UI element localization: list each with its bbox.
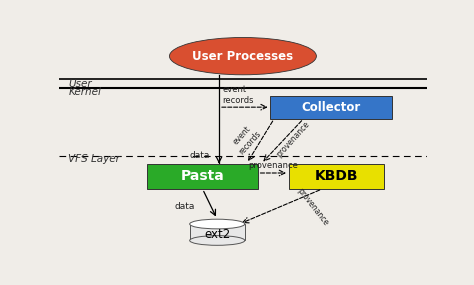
Ellipse shape — [169, 38, 317, 75]
Text: User Processes: User Processes — [192, 50, 293, 63]
Text: VFS Layer: VFS Layer — [68, 154, 120, 164]
Text: Pasta: Pasta — [181, 169, 224, 183]
Text: event
records: event records — [223, 85, 254, 105]
Bar — [147, 164, 258, 189]
Text: Collector: Collector — [301, 101, 361, 114]
Text: KBDB: KBDB — [315, 169, 358, 183]
Text: provenance: provenance — [248, 161, 298, 170]
Text: provenance: provenance — [295, 186, 330, 227]
Ellipse shape — [190, 219, 245, 229]
Text: event
records: event records — [229, 122, 263, 156]
Bar — [289, 164, 384, 189]
Text: data: data — [190, 151, 210, 160]
Text: provenance: provenance — [275, 119, 312, 159]
Text: data: data — [175, 202, 195, 211]
Bar — [190, 224, 245, 241]
Bar — [271, 96, 392, 119]
Text: ext2: ext2 — [204, 228, 230, 241]
Text: User: User — [68, 79, 92, 89]
Text: Kernel: Kernel — [68, 87, 101, 97]
Ellipse shape — [190, 236, 245, 245]
